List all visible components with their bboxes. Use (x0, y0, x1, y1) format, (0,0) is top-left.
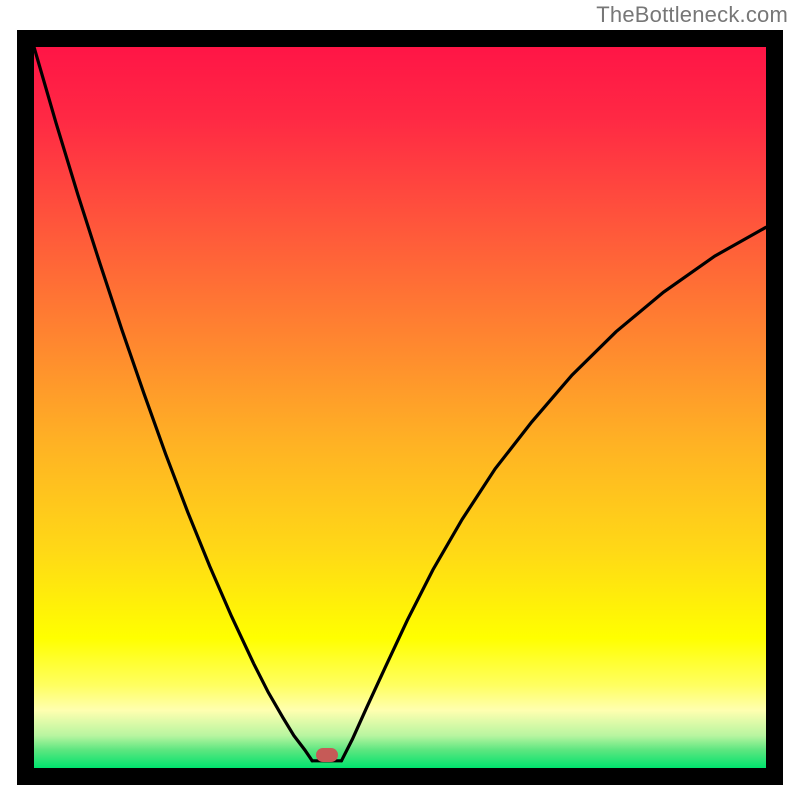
optimum-marker (316, 748, 338, 762)
plot-gradient-bg (34, 47, 766, 768)
watermark-text: TheBottleneck.com (596, 2, 788, 28)
bottleneck-curve (34, 47, 766, 768)
